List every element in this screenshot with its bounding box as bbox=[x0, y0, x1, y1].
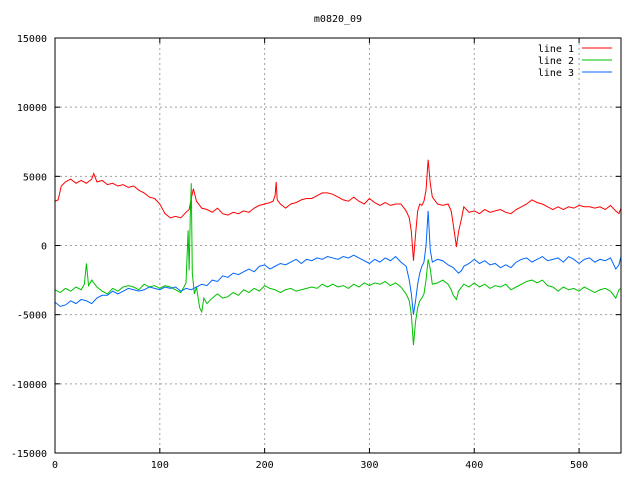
y-tick-label: -15000 bbox=[11, 449, 47, 460]
x-tick-label: 300 bbox=[360, 460, 378, 471]
series-line-2 bbox=[54, 183, 622, 346]
y-tick-label: 15000 bbox=[17, 34, 47, 45]
series-group bbox=[54, 159, 622, 346]
chart-title: m0820_09 bbox=[314, 14, 362, 25]
y-axis-ticks: -15000 -10000 -5000 0 5000 10000 15000 bbox=[11, 34, 621, 460]
legend-label-1: line 1 bbox=[538, 44, 574, 55]
y-tick-label: -10000 bbox=[11, 380, 47, 391]
x-tick-label: 200 bbox=[256, 460, 274, 471]
series-line-3 bbox=[54, 210, 622, 315]
grid bbox=[55, 38, 621, 453]
y-tick-label: 10000 bbox=[17, 103, 47, 114]
x-tick-label: 500 bbox=[570, 460, 588, 471]
y-tick-label: -5000 bbox=[17, 311, 47, 322]
x-tick-label: 400 bbox=[465, 460, 483, 471]
series-line-1 bbox=[54, 159, 622, 261]
y-tick-label: 0 bbox=[41, 242, 47, 253]
x-tick-label: 100 bbox=[151, 460, 169, 471]
legend-label-2: line 2 bbox=[538, 56, 574, 67]
x-tick-label: 0 bbox=[52, 460, 58, 471]
x-axis-ticks: 0 100 200 300 400 500 bbox=[52, 38, 588, 471]
legend-label-3: line 3 bbox=[538, 68, 574, 79]
y-tick-label: 5000 bbox=[23, 172, 47, 183]
